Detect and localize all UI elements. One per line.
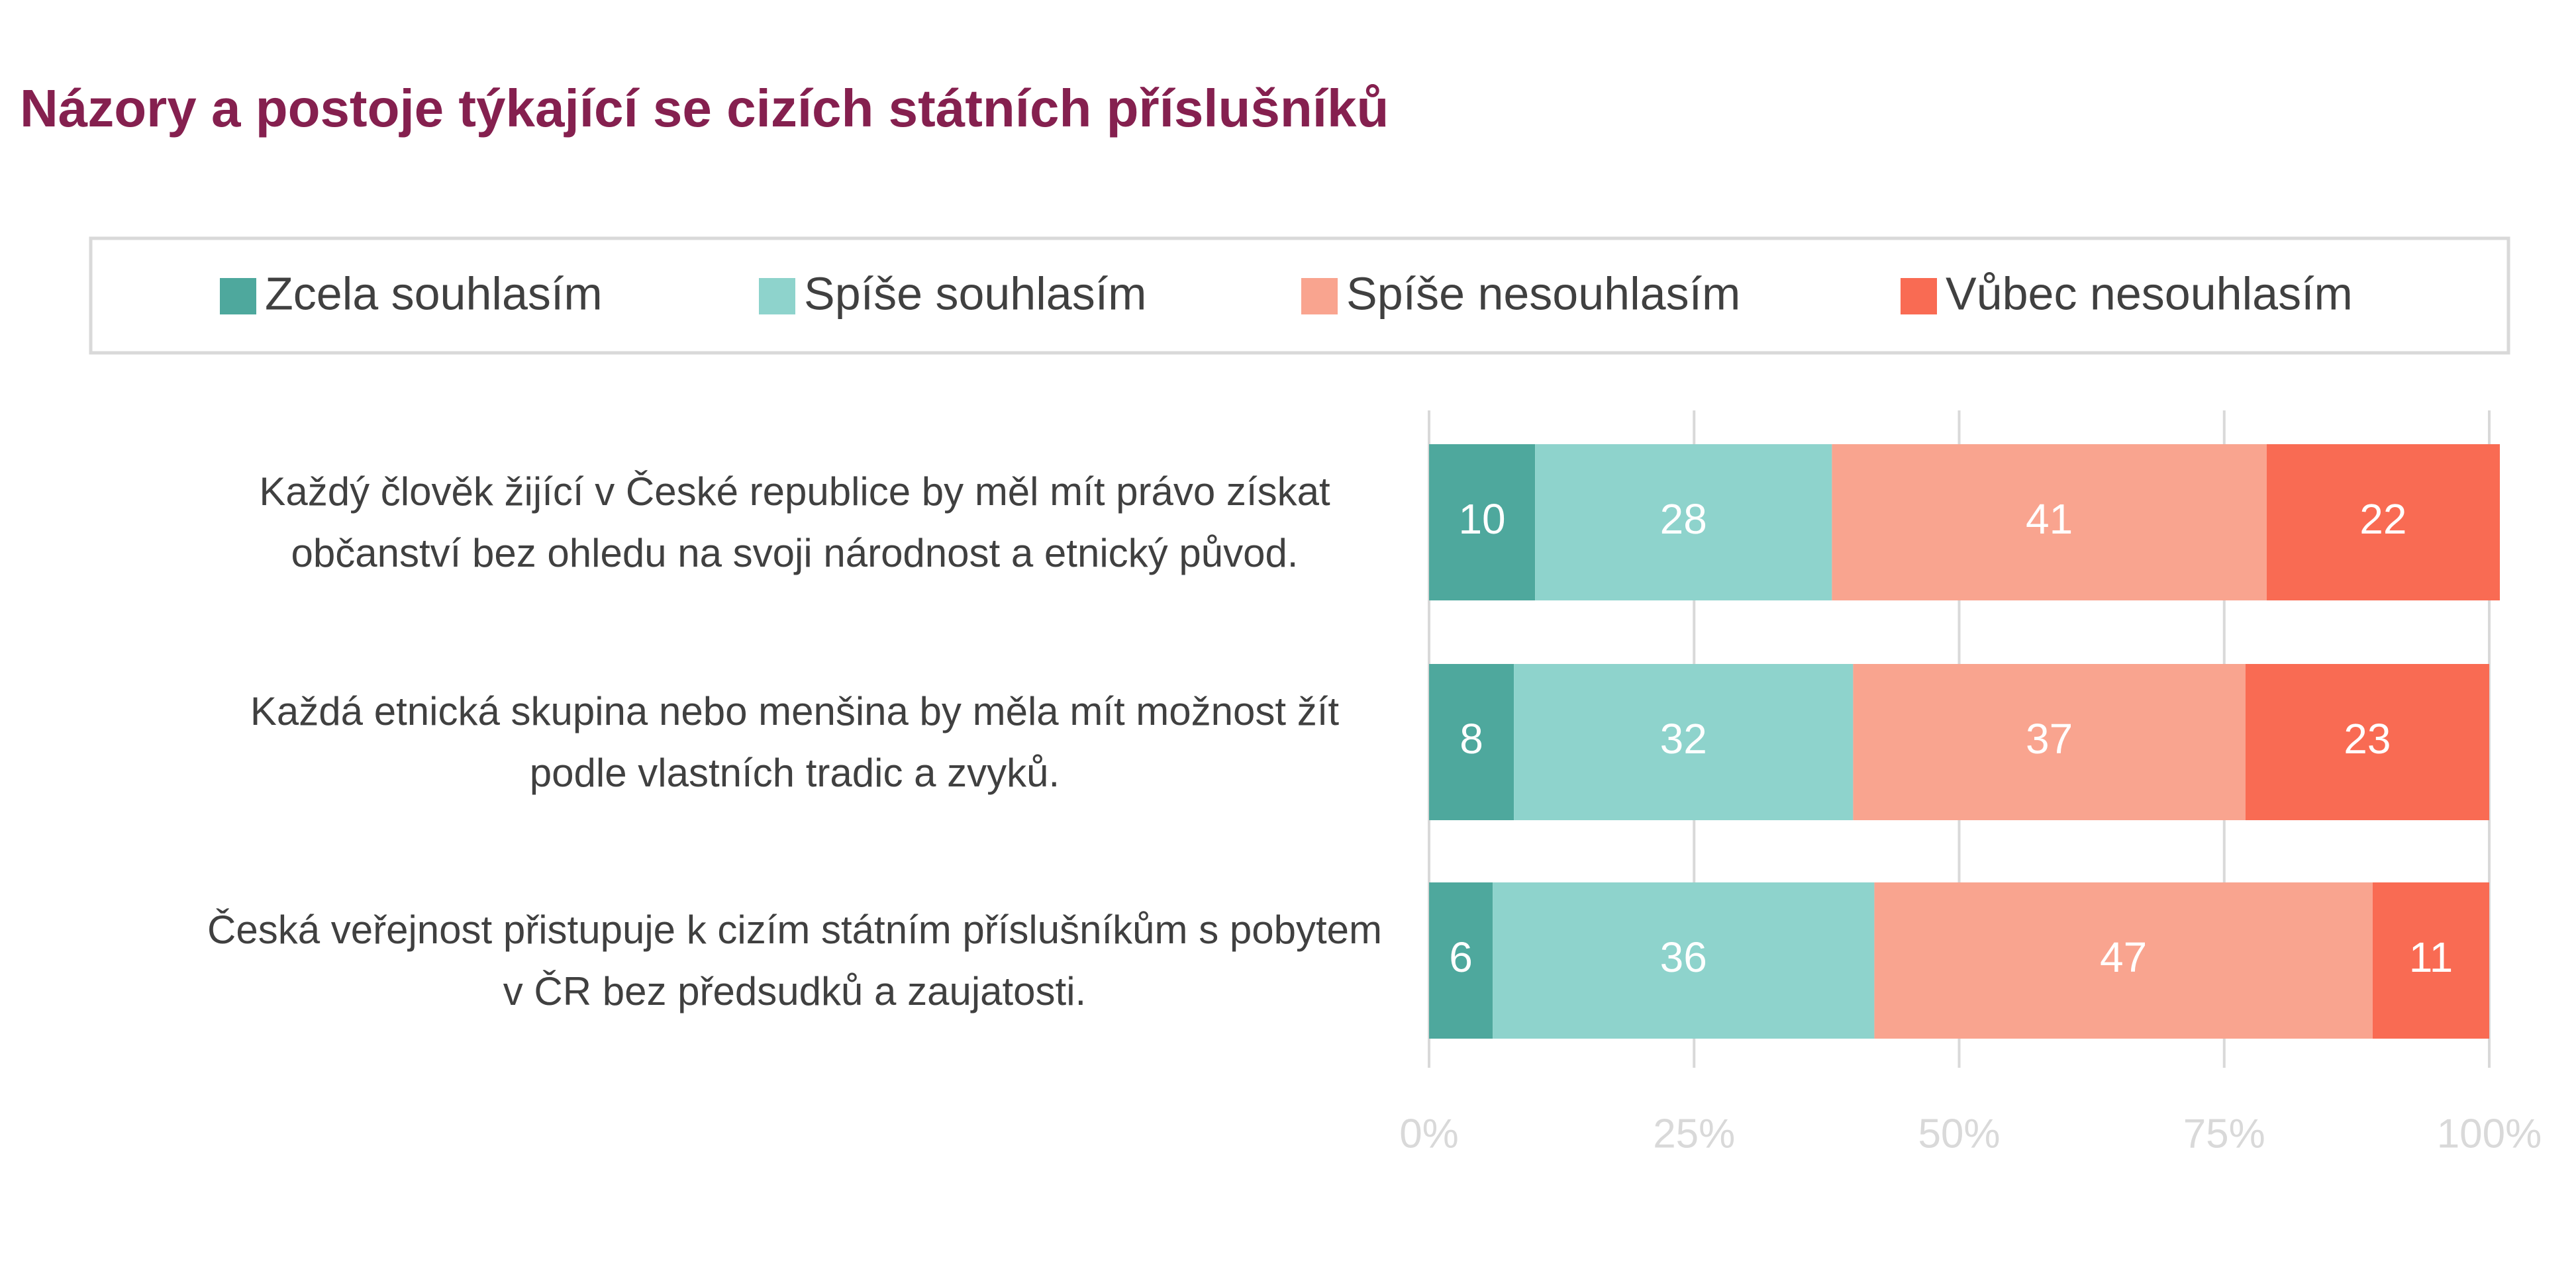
x-tick-label: 75%: [2183, 1111, 2265, 1156]
x-tick-label: 100%: [2437, 1111, 2542, 1156]
data-label: 10: [1458, 495, 1505, 543]
data-label: 41: [2026, 495, 2073, 543]
data-label: 28: [1660, 495, 1707, 543]
data-label: 47: [2100, 933, 2147, 981]
bar-segment: [1493, 882, 1875, 1039]
x-tick-label: 50%: [1918, 1111, 2000, 1156]
data-label: 37: [2026, 715, 2073, 763]
bar-segment: [1429, 444, 1536, 600]
legend-label: Spíše nesouhlasím: [1346, 267, 1740, 319]
data-label: 8: [1460, 715, 1483, 763]
data-label: 23: [2344, 715, 2391, 763]
bar-segment: [2266, 444, 2501, 600]
data-label: 36: [1660, 933, 1707, 981]
bar-segment: [2245, 664, 2489, 820]
data-label: 11: [2409, 933, 2453, 981]
data-label: 22: [2359, 495, 2406, 543]
bar-segment: [1853, 664, 2246, 820]
legend-label: Zcela souhlasím: [265, 267, 603, 319]
chart-title: Názory a postoje týkající se cizích stát…: [20, 79, 1389, 138]
category-label: Česká veřejnost přistupuje k cizím státn…: [207, 908, 1382, 1013]
bar-segment: [1514, 664, 1854, 820]
data-label: 6: [1449, 933, 1473, 981]
bar-segment: [1874, 882, 2373, 1039]
legend-swatch: [1301, 278, 1338, 314]
legend-label: Spíše souhlasím: [804, 267, 1146, 319]
legend-box: [89, 236, 2510, 355]
legend-label: Vůbec nesouhlasím: [1946, 267, 2353, 319]
x-tick-label: 25%: [1653, 1111, 1735, 1156]
category-label: Každý člověk žijící v České republice by…: [259, 469, 1330, 575]
legend-swatch: [1901, 278, 1937, 314]
bar-segment: [1535, 444, 1832, 600]
bar-segment: [1429, 882, 1493, 1039]
x-tick-label: 0%: [1399, 1111, 1459, 1156]
category-label: Každá etnická skupina nebo menšina by mě…: [250, 689, 1340, 795]
bar-segment: [1429, 664, 1514, 820]
legend-swatch: [759, 278, 795, 314]
bar-segment: [2372, 882, 2489, 1039]
legend-swatch: [220, 278, 256, 314]
bar-segment: [1832, 444, 2267, 600]
data-label: 32: [1660, 715, 1707, 763]
